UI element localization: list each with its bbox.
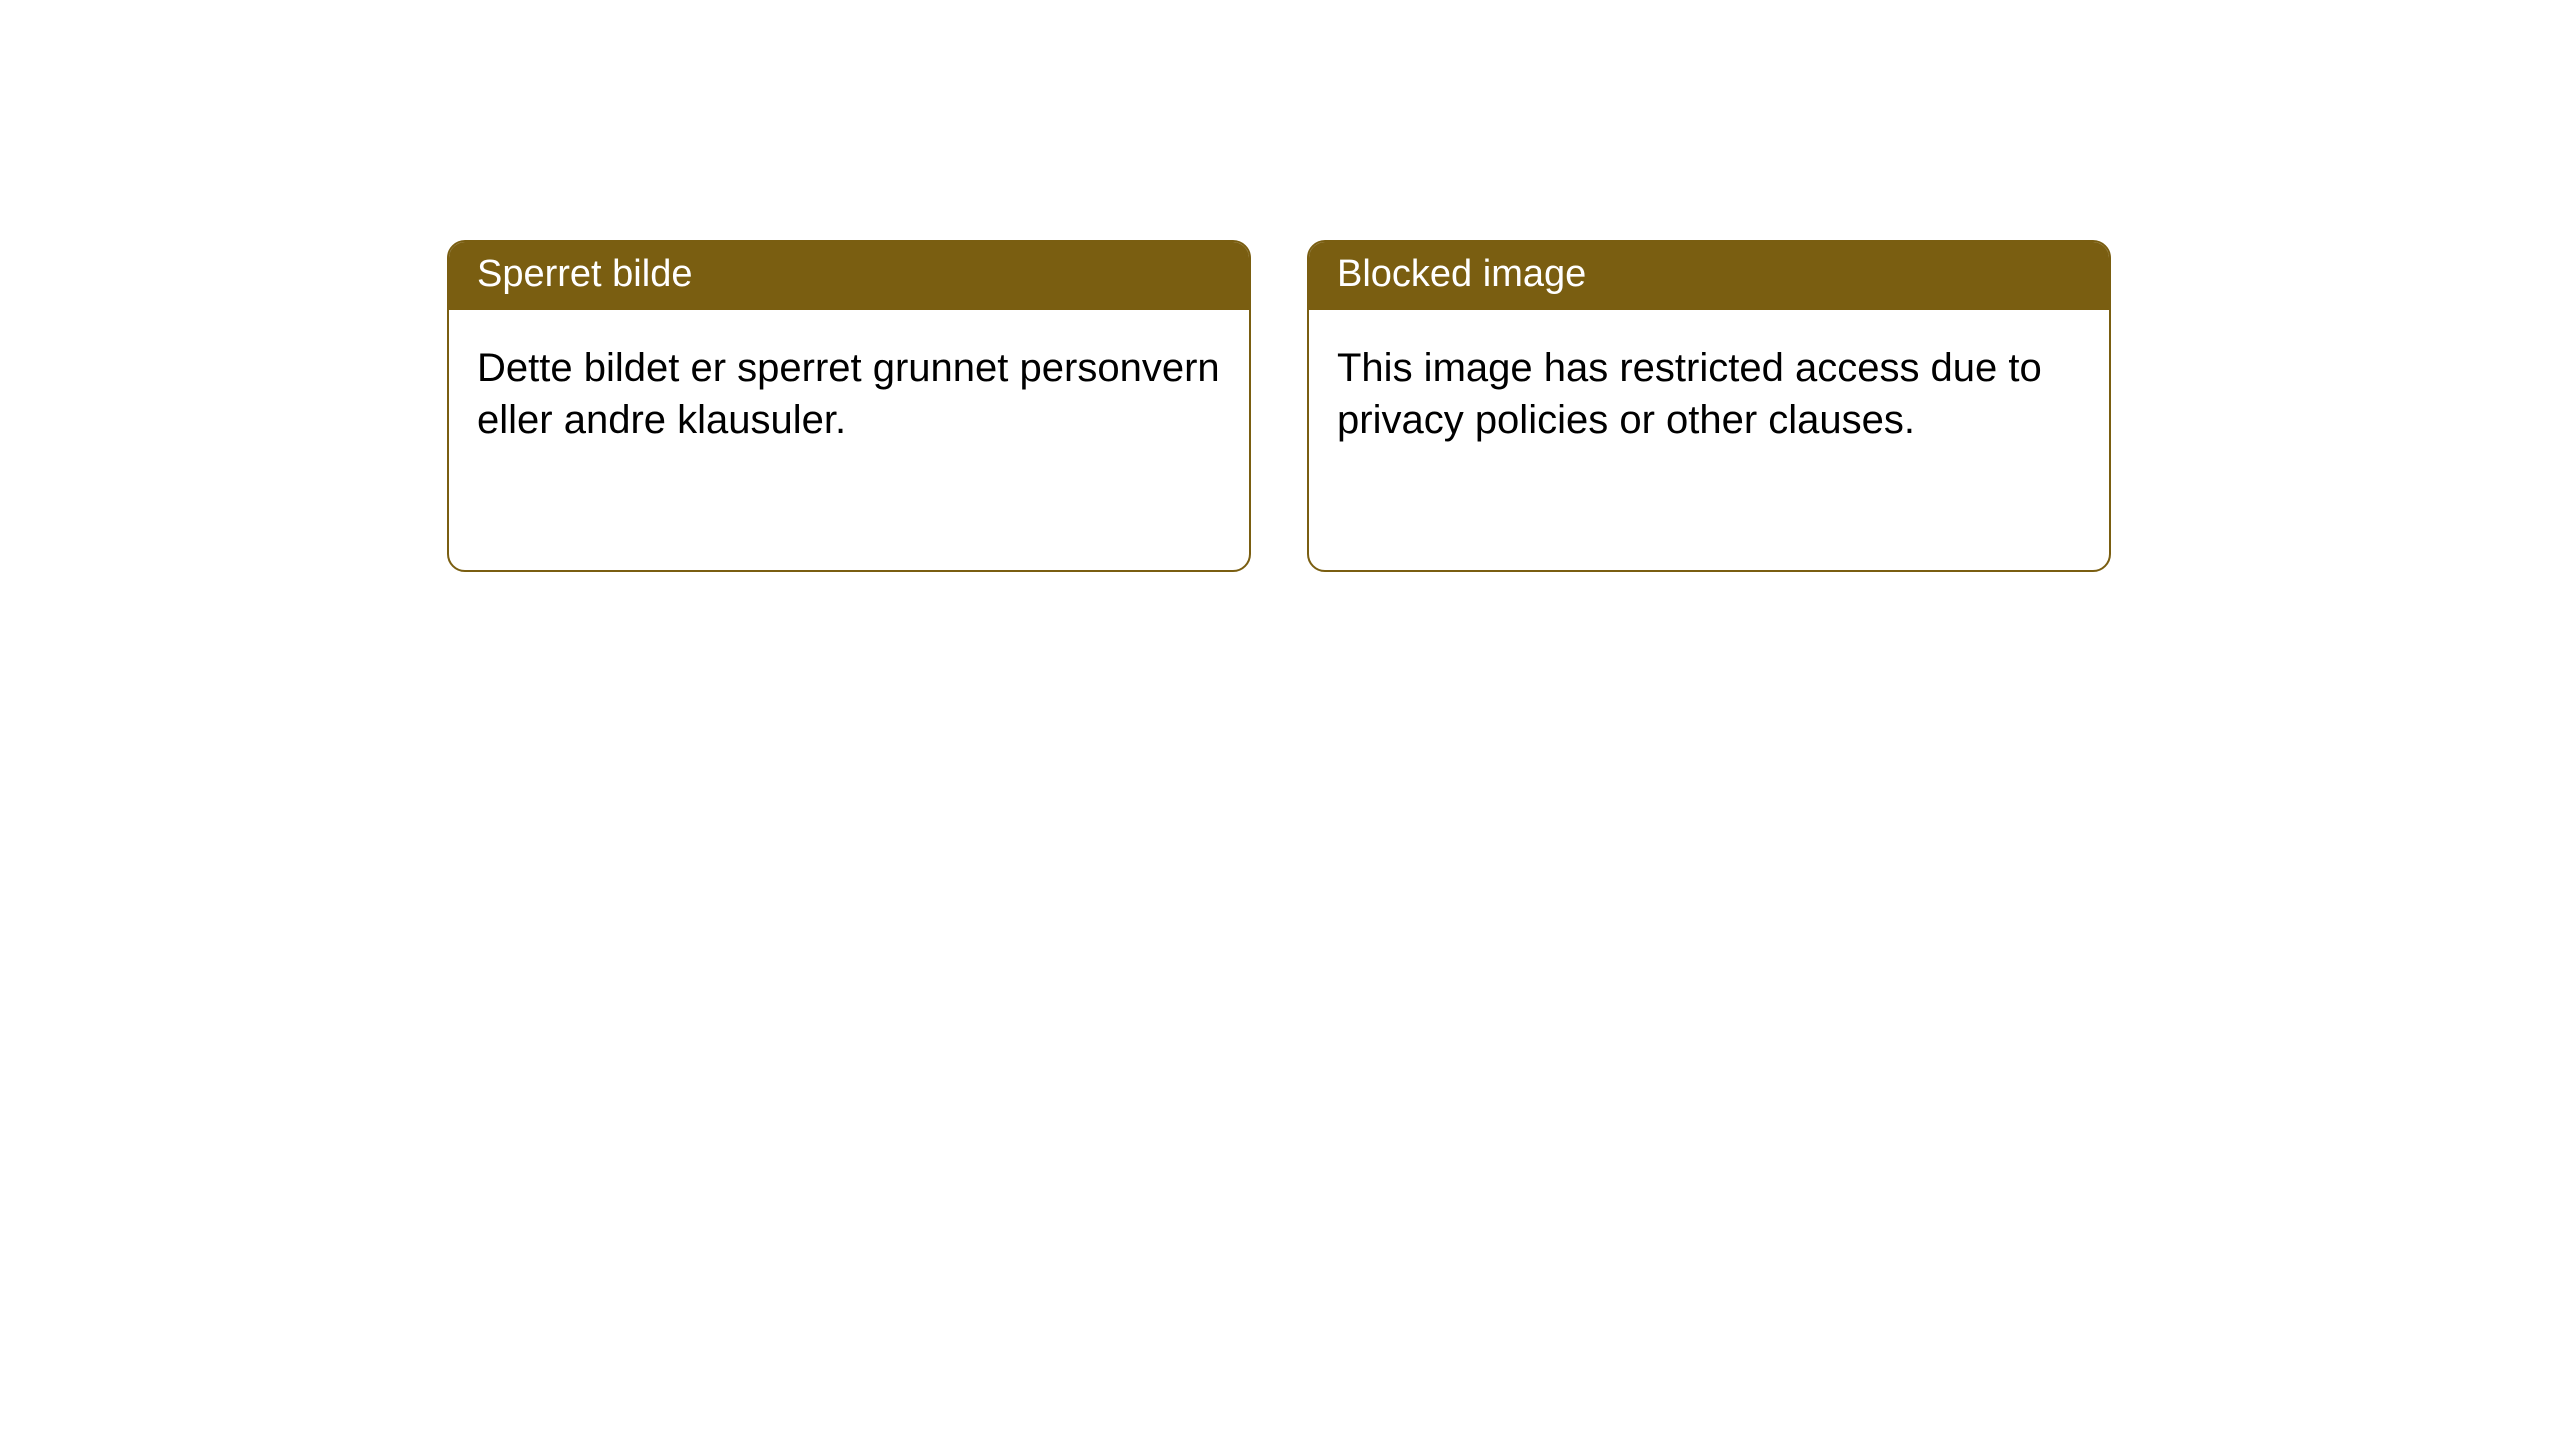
card-body-text: This image has restricted access due to … (1337, 346, 2042, 442)
card-header: Sperret bilde (449, 242, 1249, 310)
card-title: Blocked image (1337, 253, 1586, 295)
blocked-image-card-en: Blocked image This image has restricted … (1307, 240, 2111, 572)
card-container: Sperret bilde Dette bildet er sperret gr… (0, 0, 2560, 572)
card-body: Dette bildet er sperret grunnet personve… (449, 310, 1249, 478)
card-body-text: Dette bildet er sperret grunnet personve… (477, 346, 1220, 442)
blocked-image-card-no: Sperret bilde Dette bildet er sperret gr… (447, 240, 1251, 572)
card-title: Sperret bilde (477, 253, 692, 295)
card-body: This image has restricted access due to … (1309, 310, 2109, 478)
card-header: Blocked image (1309, 242, 2109, 310)
